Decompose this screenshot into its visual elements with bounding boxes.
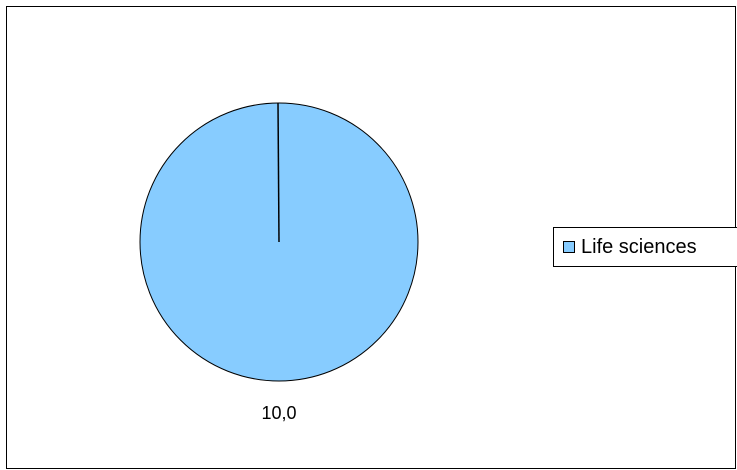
pie-slices <box>139 102 419 382</box>
legend-label-life-sciences: Life sciences <box>581 235 697 258</box>
pie-data-labels: 10,0 <box>261 403 296 423</box>
legend-swatch-life-sciences <box>563 241 575 253</box>
data-label-life-sciences: 10,0 <box>261 403 296 423</box>
legend: Life sciences <box>553 227 737 267</box>
pie-slice-edge-life-sciences <box>277 102 280 243</box>
